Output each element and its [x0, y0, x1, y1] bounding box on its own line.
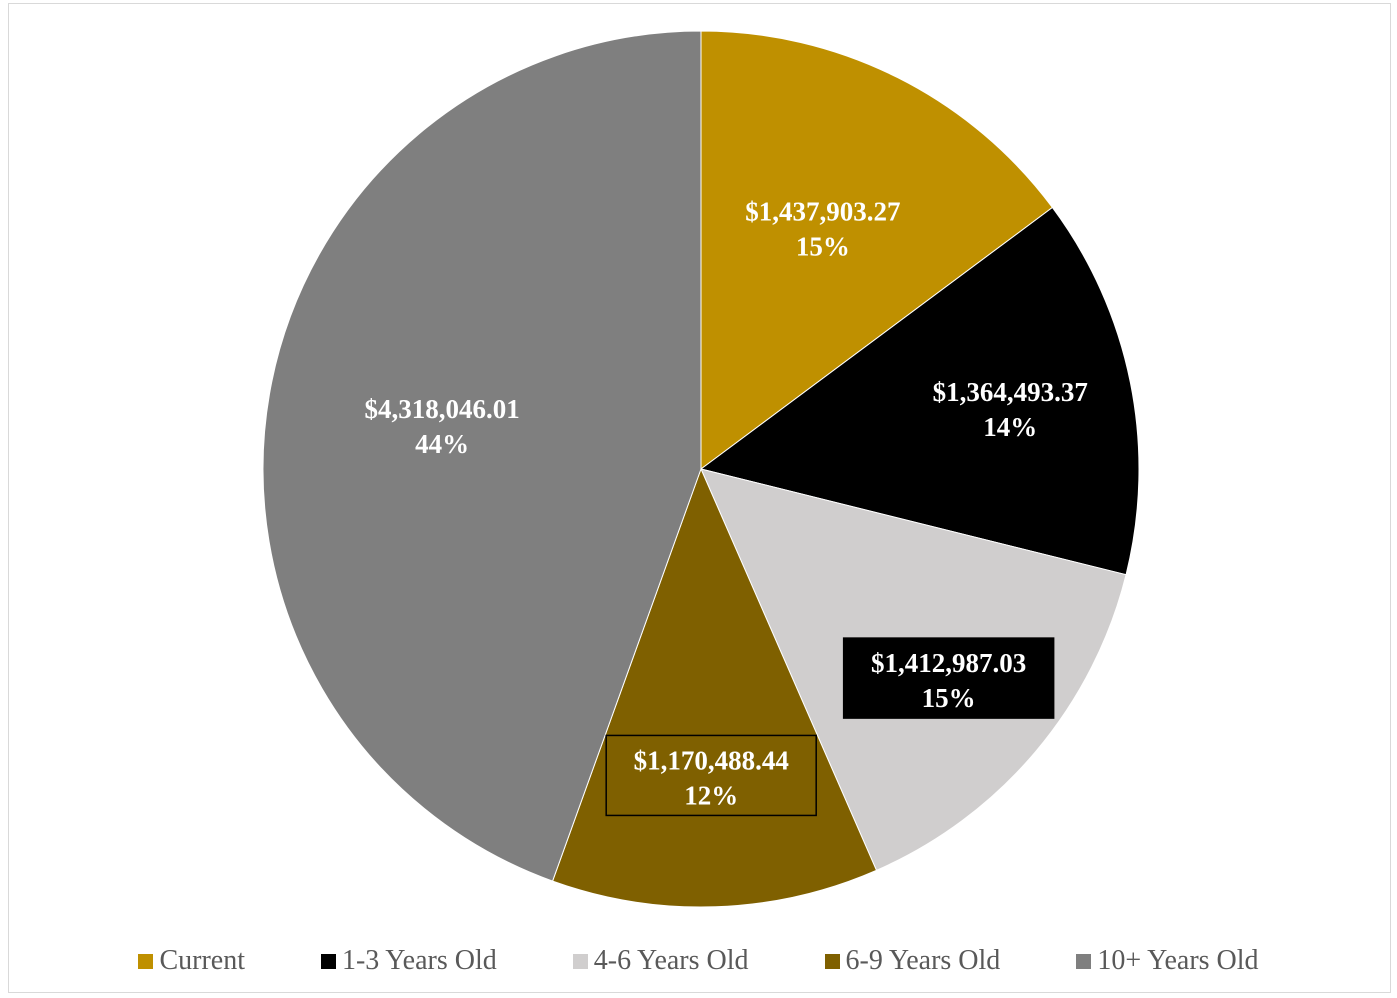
legend-item-4-6-years-old: 4-6 Years Old [572, 945, 749, 977]
slice-percent-label: 14% [983, 412, 1037, 442]
legend-label: 10+ Years Old [1097, 945, 1259, 976]
slice-percent-label: 15% [796, 231, 850, 261]
legend-label: 1-3 Years Old [341, 945, 497, 976]
slice-label-10-years-old: $4,318,046.01 44% [364, 394, 519, 459]
slice-value-label: $1,437,903.27 [745, 196, 900, 226]
legend-item-10-years-old: 10+ Years Old [1076, 945, 1259, 977]
legend-swatch [138, 953, 154, 969]
slice-percent-label: 15% [922, 683, 976, 713]
pie-slice-6-9-years-old [551, 467, 878, 908]
legend-item-1-3-years-old: 1-3 Years Old [320, 945, 497, 977]
legend-label: Current [159, 945, 245, 976]
pie-slice-10-years-old [262, 30, 702, 882]
slice-label-current: $1,437,903.27 15% [745, 196, 900, 261]
legend-swatch [572, 953, 588, 969]
pie-chart: $1,437,903.27 15% $1,364,493.37 14% $1,412,9… [262, 30, 1140, 908]
legend: Current 1-3 Years Old 4-6 Years Old 6-9 Yea… [0, 945, 1397, 977]
pie-slice-1-3-years-old [699, 206, 1140, 576]
slice-value-label: $1,364,493.37 [933, 377, 1088, 407]
slice-value-label: $1,412,987.03 [871, 648, 1026, 678]
slice-label-4-6-years-old: $1,412,987.03 15% [842, 637, 1055, 719]
slice-label-box [842, 637, 1055, 719]
slice-percent-label: 12% [684, 780, 738, 810]
pie-slice-current [700, 30, 1054, 470]
slice-value-label: $1,170,488.44 [634, 745, 789, 775]
legend-item-6-9-years-old: 6-9 Years Old [824, 945, 1001, 977]
legend-label: 6-9 Years Old [845, 945, 1001, 976]
legend-item-current: Current [138, 945, 245, 977]
slice-label-6-9-years-old: $1,170,488.44 12% [605, 734, 817, 817]
slice-percent-label: 44% [415, 429, 469, 459]
slice-label-box [605, 734, 817, 817]
legend-swatch [320, 953, 336, 969]
legend-swatch [824, 953, 840, 969]
slice-label-1-3-years-old: $1,364,493.37 14% [933, 377, 1088, 442]
legend-label: 4-6 Years Old [593, 945, 749, 976]
legend-swatch [1076, 953, 1092, 969]
slice-value-label: $4,318,046.01 [364, 394, 519, 424]
